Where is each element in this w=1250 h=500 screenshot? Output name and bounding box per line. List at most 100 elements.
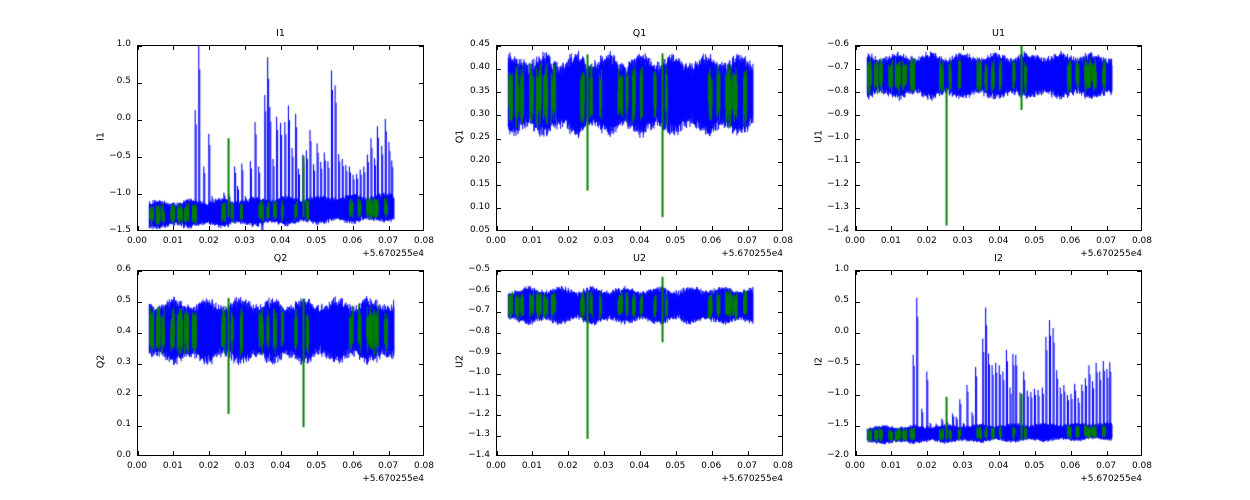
y-tick-label: 0.0 bbox=[834, 326, 849, 336]
y-tick-label: 0.0 bbox=[116, 113, 131, 124]
y-tick-label: −0.6 bbox=[468, 284, 490, 295]
y-tick-label: 0.5 bbox=[116, 76, 131, 87]
x-tick-label: 0.08 bbox=[413, 461, 435, 471]
axes-frame-q1 bbox=[496, 45, 783, 231]
x-tick-label: 0.02 bbox=[198, 461, 219, 471]
y-tick-label: −0.9 bbox=[827, 108, 849, 119]
x-tick-label: 0.01 bbox=[162, 236, 183, 246]
y-tick-label: −1.1 bbox=[468, 388, 490, 398]
y-tick-label: −1.5 bbox=[109, 225, 131, 235]
x-tick-label: 0.04 bbox=[988, 461, 1009, 471]
x-tick-label: 0.00 bbox=[126, 236, 148, 246]
x-tick-label: 0.04 bbox=[270, 236, 291, 246]
data-plot-q2 bbox=[138, 271, 423, 455]
plot-title-u1: U1 bbox=[992, 28, 1005, 39]
x-tick-label: 0.08 bbox=[1131, 461, 1153, 471]
y-tick-label: 0.1 bbox=[116, 419, 131, 429]
x-tick-label: 0.06 bbox=[701, 461, 722, 471]
axes-frame-q2 bbox=[137, 270, 424, 456]
y-tick-label: −1.2 bbox=[827, 178, 849, 189]
y-tick-label: −1.0 bbox=[827, 132, 849, 142]
x-tick-label: 0.08 bbox=[772, 236, 794, 246]
y-tick-label: 0.2 bbox=[116, 388, 131, 398]
x-tick-label: 0.03 bbox=[593, 461, 614, 471]
y-tick-label: −0.8 bbox=[468, 326, 490, 336]
x-axis-offset-text: +5.670255e4 bbox=[362, 249, 424, 259]
axes-frame-i2 bbox=[855, 270, 1142, 456]
x-tick-label: 0.00 bbox=[844, 236, 866, 246]
y-tick-label: −1.3 bbox=[468, 429, 490, 440]
x-tick-label: 0.06 bbox=[342, 461, 363, 471]
x-axis-offset-text: +5.670255e4 bbox=[721, 474, 783, 484]
y-tick-label: −1.0 bbox=[827, 388, 849, 398]
y-tick-label: −0.6 bbox=[827, 39, 849, 49]
y-tick-label: 0.0 bbox=[116, 450, 131, 460]
x-tick-label: 0.03 bbox=[952, 236, 973, 246]
y-tick-label: 0.6 bbox=[116, 264, 131, 274]
x-tick-label: 0.04 bbox=[988, 236, 1009, 246]
x-tick-label: 0.06 bbox=[342, 236, 363, 246]
x-axis-offset-text: +5.670255e4 bbox=[721, 249, 783, 259]
x-tick-label: 0.01 bbox=[521, 236, 542, 246]
x-tick-label: 0.05 bbox=[665, 461, 686, 471]
y-tick-label: 0.30 bbox=[469, 108, 490, 119]
y-tick-label: −1.1 bbox=[827, 155, 849, 166]
plot-title-u2: U2 bbox=[633, 253, 646, 264]
y-tick-label: −1.4 bbox=[827, 225, 849, 235]
data-plot-u2 bbox=[497, 271, 782, 455]
x-tick-label: 0.04 bbox=[629, 236, 650, 246]
y-tick-label: 0.35 bbox=[469, 85, 490, 96]
y-tick-label: 0.3 bbox=[116, 357, 131, 367]
x-tick-label: 0.01 bbox=[880, 461, 901, 471]
x-tick-label: 0.06 bbox=[1060, 236, 1081, 246]
plot-title-i1: I1 bbox=[276, 28, 285, 39]
y-tick-label: 0.5 bbox=[116, 295, 131, 305]
y-tick-label: −1.0 bbox=[468, 367, 490, 378]
x-tick-label: 0.07 bbox=[1096, 236, 1117, 246]
data-plot-u1 bbox=[856, 46, 1141, 230]
y-tick-label: 0.20 bbox=[469, 155, 490, 166]
data-plot-i2 bbox=[856, 271, 1141, 455]
x-tick-label: 0.03 bbox=[952, 461, 973, 471]
x-tick-label: 0.06 bbox=[701, 236, 722, 246]
y-tick-label: 0.25 bbox=[469, 132, 490, 142]
x-tick-label: 0.07 bbox=[378, 236, 399, 246]
x-tick-label: 0.02 bbox=[557, 236, 578, 246]
y-tick-label: 1.0 bbox=[834, 264, 849, 274]
x-tick-label: 0.02 bbox=[916, 461, 937, 471]
x-axis-offset-text: +5.670255e4 bbox=[1080, 249, 1142, 259]
x-tick-label: 0.07 bbox=[378, 461, 399, 471]
x-tick-label: 0.02 bbox=[198, 236, 219, 246]
x-tick-label: 0.07 bbox=[737, 236, 758, 246]
x-axis-offset-text: +5.670255e4 bbox=[1080, 474, 1142, 484]
y-tick-label: −1.0 bbox=[109, 187, 131, 198]
plot-title-i2: I2 bbox=[994, 253, 1003, 264]
data-plot-i1 bbox=[138, 46, 423, 230]
x-tick-label: 0.00 bbox=[485, 236, 507, 246]
x-tick-label: 0.03 bbox=[234, 236, 255, 246]
y-tick-label: −0.8 bbox=[827, 85, 849, 96]
x-tick-label: 0.01 bbox=[162, 461, 183, 471]
x-tick-label: 0.05 bbox=[1024, 236, 1045, 246]
y-tick-label: 0.10 bbox=[469, 201, 490, 212]
y-tick-label: 0.4 bbox=[116, 326, 131, 336]
x-tick-label: 0.00 bbox=[844, 461, 866, 471]
x-tick-label: 0.02 bbox=[557, 461, 578, 471]
data-plot-q1 bbox=[497, 46, 782, 230]
y-tick-label: −0.9 bbox=[468, 346, 490, 357]
y-tick-label: 0.15 bbox=[469, 178, 490, 189]
y-tick-label: −0.5 bbox=[827, 357, 849, 367]
y-tick-label: 0.5 bbox=[834, 295, 849, 305]
y-tick-label: −1.2 bbox=[468, 408, 490, 419]
y-tick-label: −1.5 bbox=[827, 419, 849, 429]
y-tick-label: −0.5 bbox=[109, 150, 131, 161]
x-tick-label: 0.00 bbox=[485, 461, 507, 471]
y-tick-label: −1.4 bbox=[468, 450, 490, 460]
y-tick-label: 0.40 bbox=[469, 62, 490, 73]
x-tick-label: 0.02 bbox=[916, 236, 937, 246]
